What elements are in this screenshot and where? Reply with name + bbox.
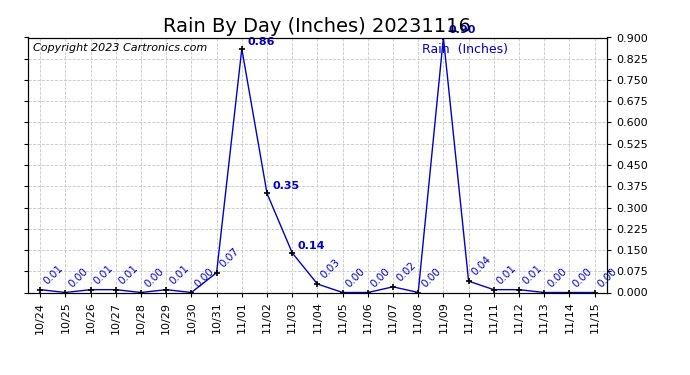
Text: 0.01: 0.01 <box>41 263 65 286</box>
Text: 0.07: 0.07 <box>218 246 241 269</box>
Text: 0.00: 0.00 <box>420 266 443 289</box>
Text: Rain  (Inches): Rain (Inches) <box>422 43 508 56</box>
Text: 0.00: 0.00 <box>344 266 367 289</box>
Text: 0.01: 0.01 <box>495 263 518 286</box>
Text: 0.04: 0.04 <box>470 254 493 278</box>
Text: 0.00: 0.00 <box>369 266 393 289</box>
Text: 0.00: 0.00 <box>193 266 216 289</box>
Text: 0.00: 0.00 <box>142 266 166 289</box>
Text: 0.86: 0.86 <box>247 37 275 46</box>
Text: 0.00: 0.00 <box>596 266 619 289</box>
Text: 0.00: 0.00 <box>67 266 90 289</box>
Text: 0.01: 0.01 <box>92 263 115 286</box>
Text: 0.01: 0.01 <box>168 263 191 286</box>
Text: 0.01: 0.01 <box>117 263 141 286</box>
Text: 0.02: 0.02 <box>395 260 417 283</box>
Title: Rain By Day (Inches) 20231116: Rain By Day (Inches) 20231116 <box>164 17 471 36</box>
Text: 0.14: 0.14 <box>298 241 325 250</box>
Text: 0.35: 0.35 <box>273 181 299 191</box>
Text: 0.00: 0.00 <box>571 266 594 289</box>
Text: 0.01: 0.01 <box>520 263 544 286</box>
Text: 0.90: 0.90 <box>449 26 476 35</box>
Text: 0.03: 0.03 <box>319 257 342 280</box>
Text: Copyright 2023 Cartronics.com: Copyright 2023 Cartronics.com <box>33 43 208 52</box>
Text: 0.00: 0.00 <box>546 266 569 289</box>
